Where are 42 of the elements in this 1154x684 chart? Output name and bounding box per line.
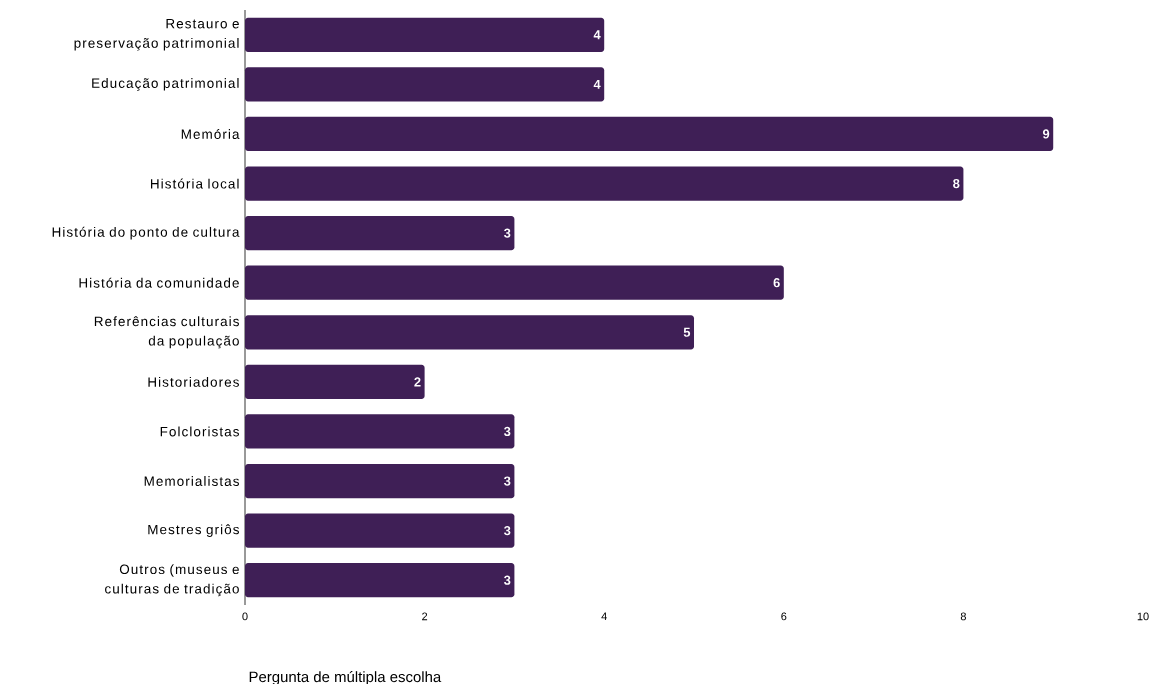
data-label: 9	[1042, 129, 1050, 139]
bar	[245, 17, 605, 52]
bar	[245, 166, 964, 201]
y-tick-label: Folcloristas	[160, 426, 239, 437]
data-label: 3	[503, 575, 511, 585]
y-tick-label: Restauro e preservação patrimonial	[74, 19, 239, 51]
data-label: 3	[503, 476, 511, 486]
y-tick-label: Outros (museus e culturas de tradição	[105, 564, 239, 597]
x-tick-label: 8	[960, 612, 966, 621]
bar	[245, 414, 515, 449]
x-tick-label: 4	[601, 612, 607, 621]
data-label: 4	[593, 30, 601, 40]
bar	[245, 216, 515, 251]
data-label: 3	[503, 426, 511, 437]
data-label: 2	[414, 377, 421, 387]
data-label: 3	[503, 526, 511, 536]
data-label: 3	[503, 228, 511, 238]
y-tick-label: Historiadores	[148, 376, 239, 387]
x-tick-label: 6	[781, 612, 787, 621]
bar	[245, 116, 1054, 152]
bar	[245, 67, 605, 102]
x-tick-label: 2	[422, 612, 428, 621]
bar	[245, 563, 515, 598]
bar	[245, 463, 515, 499]
data-label: 5	[683, 327, 691, 337]
y-tick-label: História da comunidade	[79, 277, 239, 288]
data-label: 8	[953, 178, 960, 189]
bar	[245, 364, 425, 399]
y-tick-label: História local	[151, 178, 239, 189]
bar	[245, 513, 515, 548]
y-tick-label: Educação patrimonial	[92, 78, 239, 91]
bar	[245, 265, 784, 300]
data-label: 4	[593, 79, 601, 89]
y-tick-label: Referências culturais da população	[94, 316, 239, 349]
y-tick-label: Memória	[181, 128, 240, 139]
x-tick-label: 0	[242, 612, 248, 621]
y-tick-label: Memorialistas	[144, 476, 239, 486]
y-tick-label: Mestres griôs	[148, 524, 239, 537]
bar	[245, 315, 694, 350]
x-tick-label: 10	[1137, 612, 1149, 621]
y-tick-label: História do ponto de cultura	[52, 226, 240, 240]
data-label: 6	[773, 278, 780, 288]
